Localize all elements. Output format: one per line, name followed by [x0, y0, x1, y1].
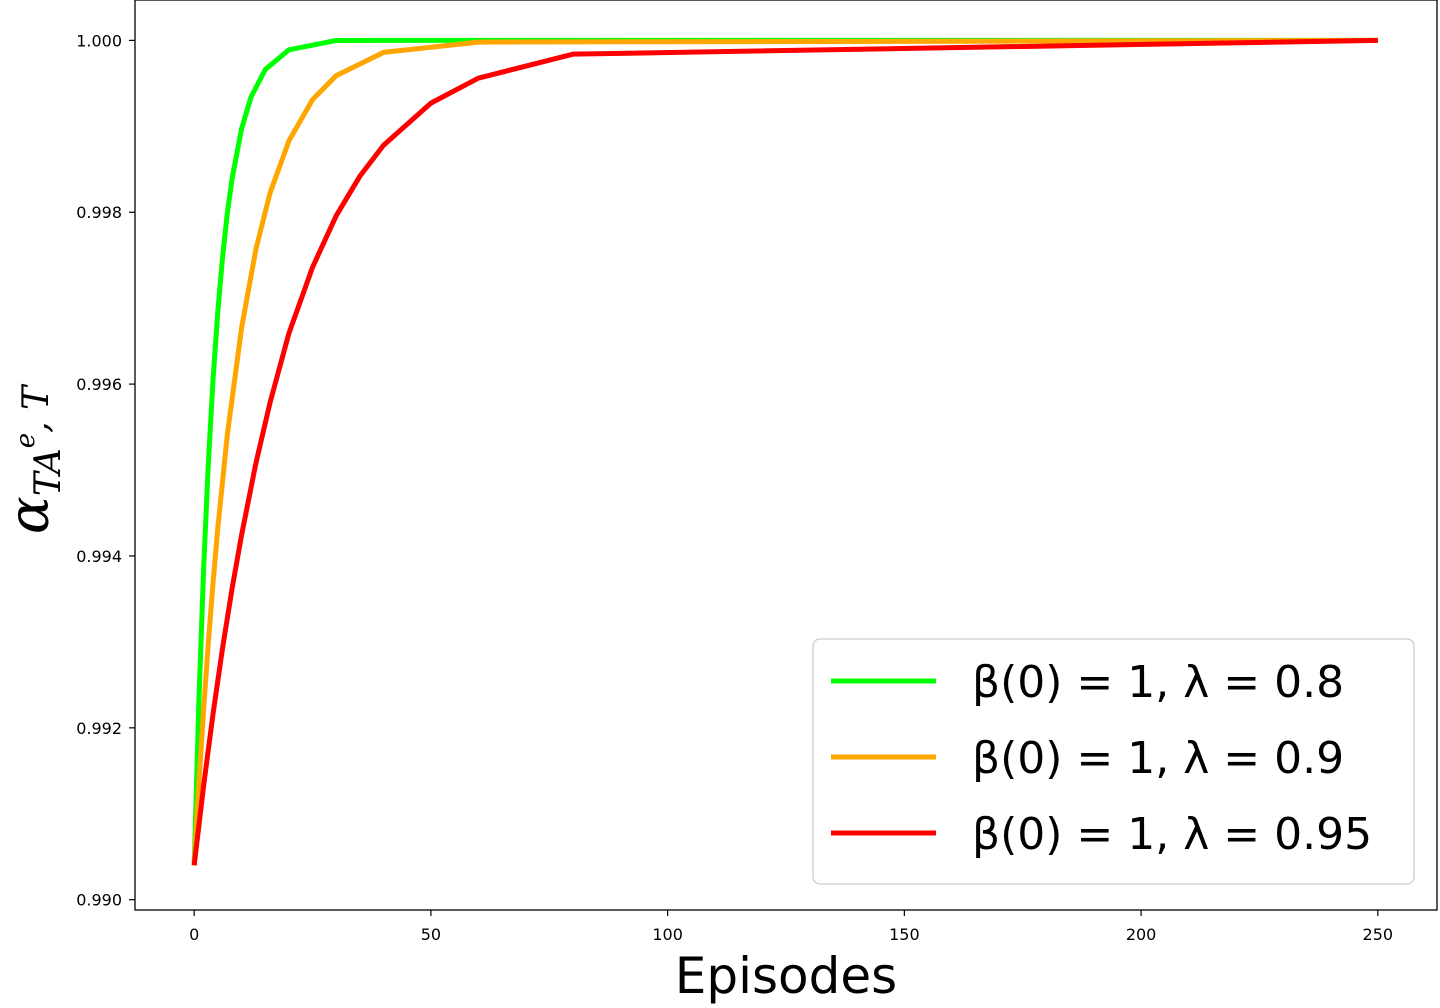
- plot-frame: [134, 0, 1438, 911]
- legend-box: [812, 638, 1415, 885]
- y-tick-label: 0.992: [76, 719, 122, 738]
- y-tick-label: 0.990: [76, 891, 122, 910]
- x-tick-label: 250: [1363, 925, 1394, 944]
- x-tick-label: 0: [189, 925, 199, 944]
- series-layer: [191, 37, 1378, 866]
- x-tick-label: 200: [1126, 925, 1157, 944]
- series-line-1: [191, 37, 1378, 866]
- x-tick-label: 100: [652, 925, 683, 944]
- y-tick-label: 0.994: [76, 547, 122, 566]
- legend-label-1: β(0) = 1, λ = 0.8: [972, 657, 1344, 708]
- y-axis: 0.990 0.992 0.994 0.996 0.998 1.000: [76, 31, 135, 910]
- legend-label-3: β(0) = 1, λ = 0.95: [972, 809, 1372, 860]
- x-tick-label: 150: [889, 925, 920, 944]
- series-line-2: [191, 37, 1378, 866]
- legend-label-2: β(0) = 1, λ = 0.9: [972, 733, 1344, 784]
- x-tick-label: 50: [421, 925, 441, 944]
- y-tick-label: 1.000: [76, 31, 122, 50]
- x-axis-label: Episodes: [675, 947, 897, 1005]
- series-line-3: [191, 37, 1378, 866]
- x-axis: 0 50 100 150 200 250: [189, 910, 1393, 944]
- legend: β(0) = 1, λ = 0.8 β(0) = 1, λ = 0.9 β(0) =…: [812, 638, 1415, 885]
- y-axis-label: αTAe, T: [0, 383, 69, 534]
- y-tick-label: 0.996: [76, 375, 122, 394]
- y-tick-label: 0.998: [76, 203, 122, 222]
